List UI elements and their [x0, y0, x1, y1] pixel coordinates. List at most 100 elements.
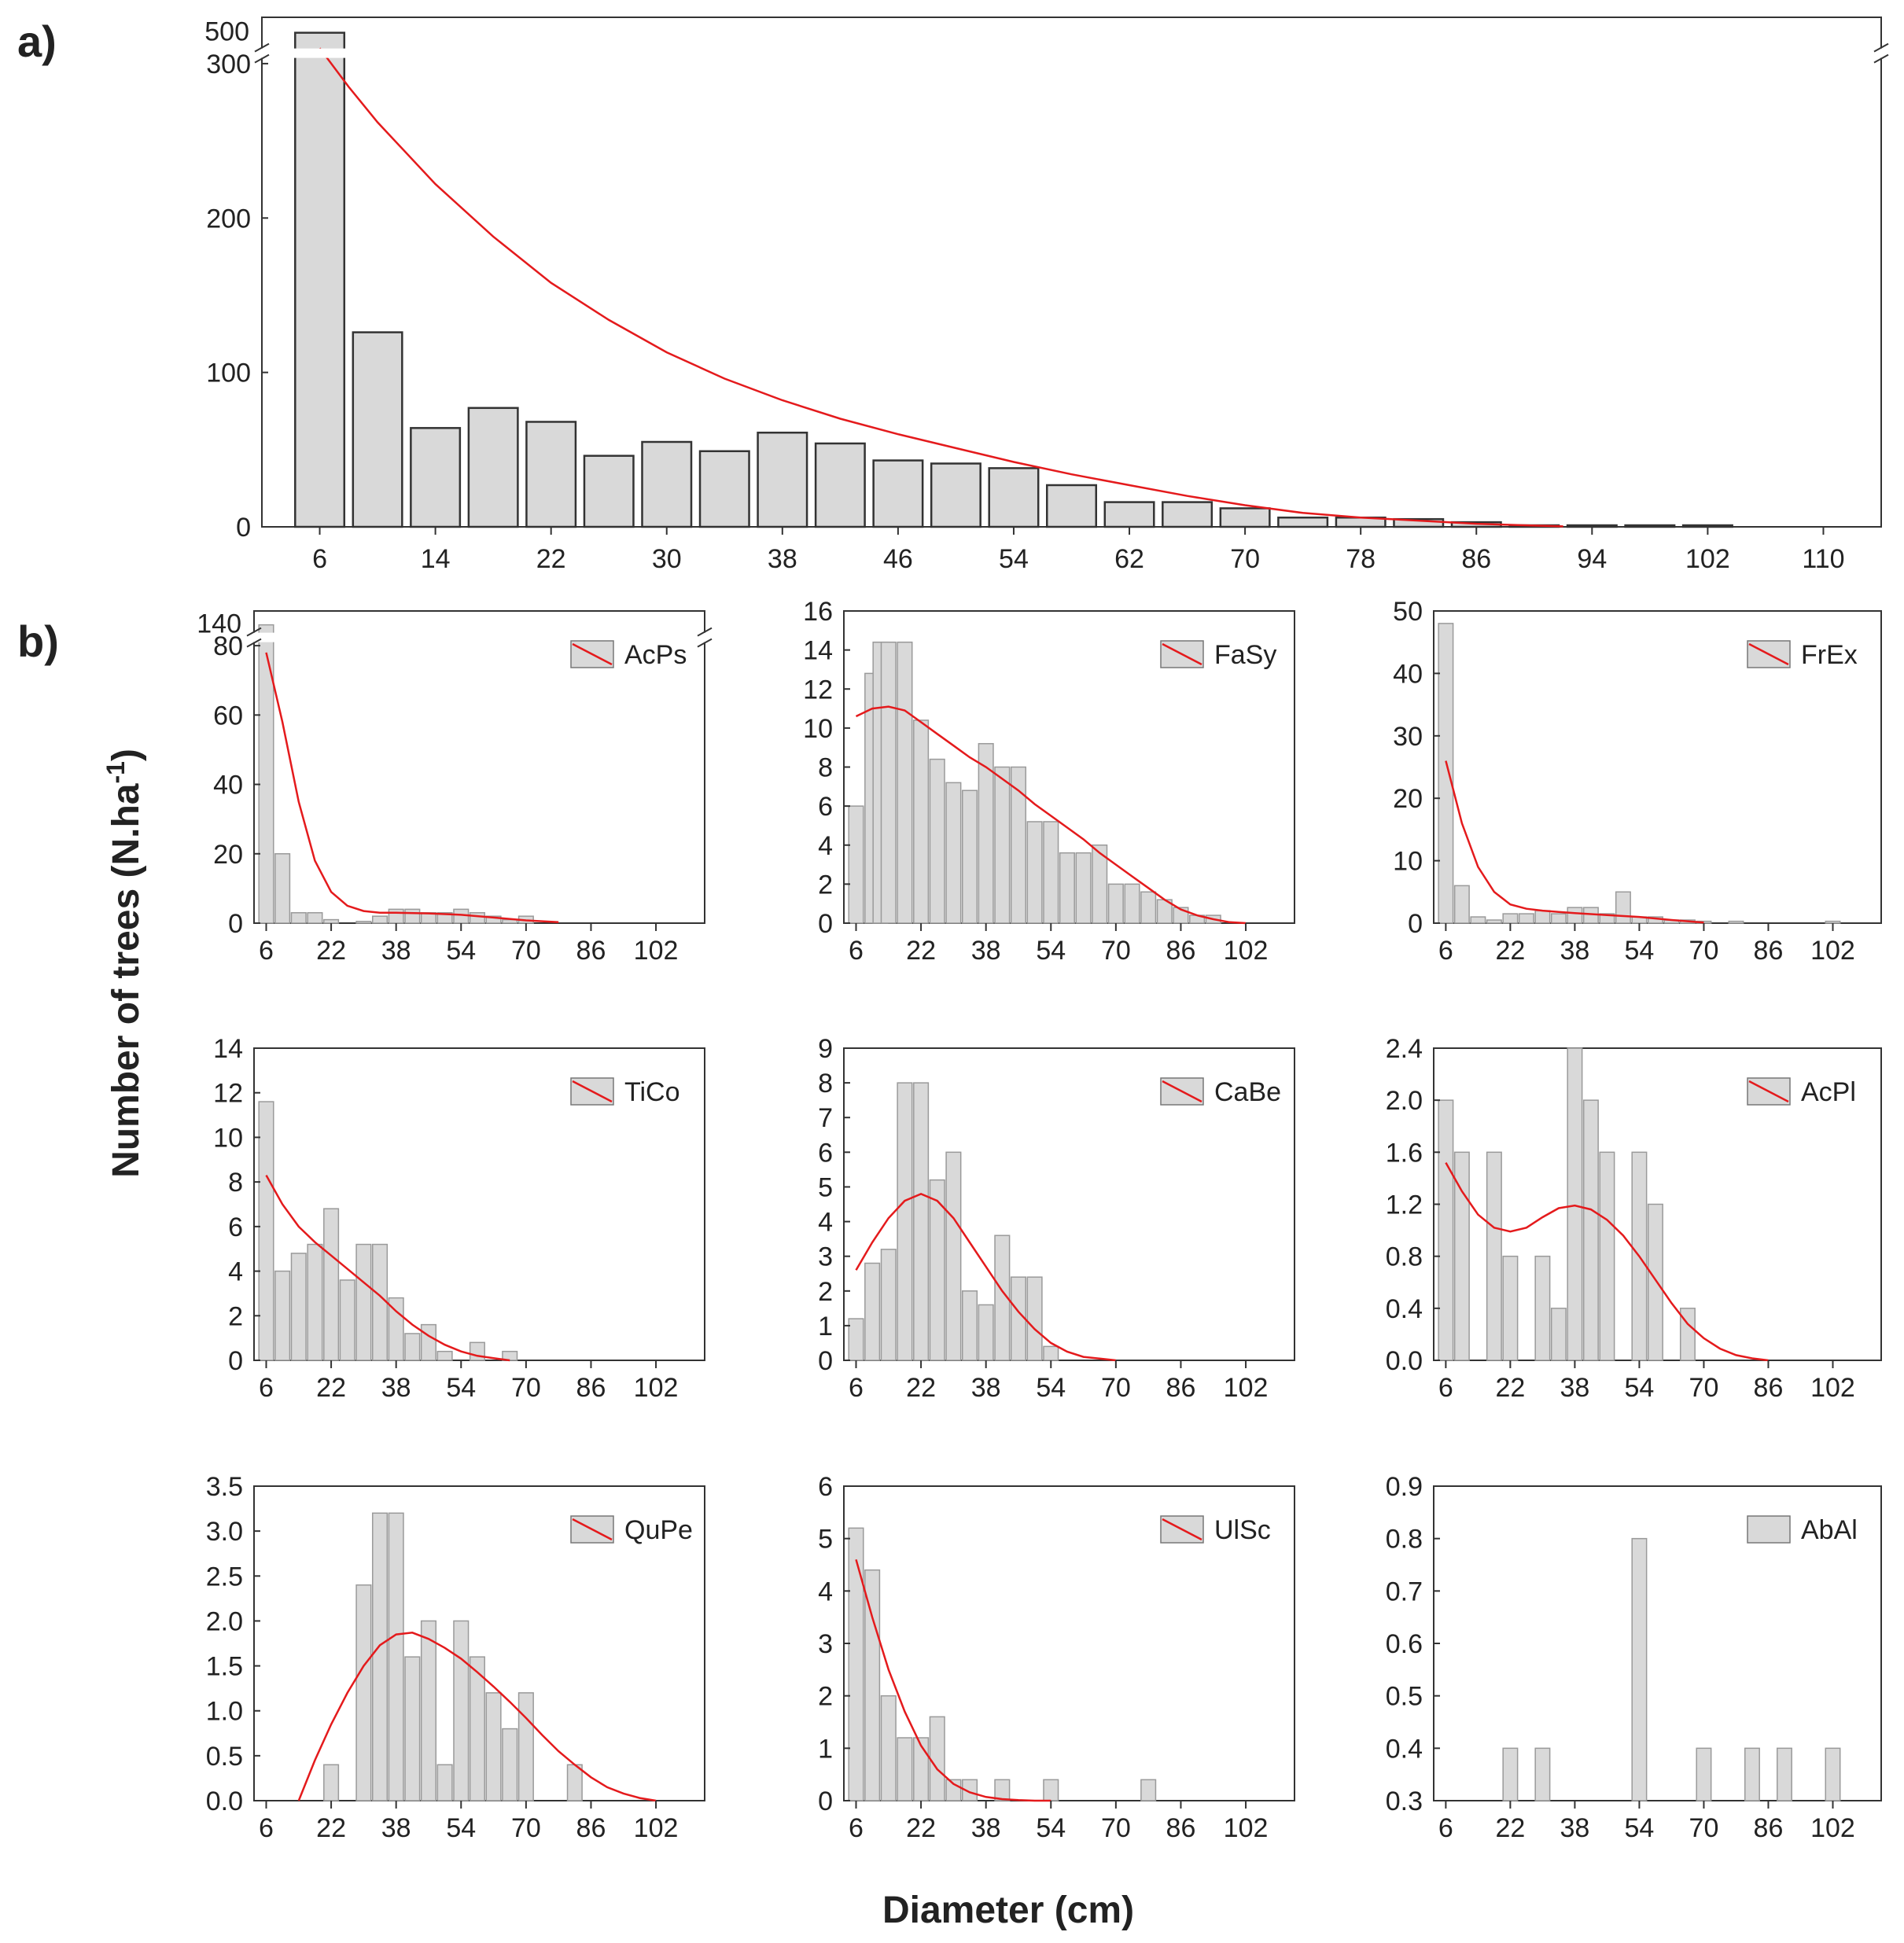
x-tick-label: 54	[446, 936, 476, 966]
chart-panel-UlSc: 0 1 2 3 4 5 6 6 22 38 54 70 86 102 UlSc	[818, 1472, 1295, 1843]
y-tick-label: 20	[213, 840, 243, 870]
bar	[1615, 891, 1631, 924]
legend-label: UlSc	[1214, 1515, 1271, 1545]
bar	[1502, 913, 1519, 924]
chart-panel-QuPe: 0.0 0.5 1.0 1.5 2.0 2.5 3.0 3.5 6 22 38 54 70 86 102 Qu…	[206, 1472, 705, 1843]
x-axis-title: Diameter (cm)	[882, 1890, 1134, 1931]
bar	[1124, 883, 1140, 924]
bar	[872, 459, 924, 528]
y-tick-label: 10	[1393, 847, 1423, 877]
x-tick-label: 102	[1224, 1813, 1269, 1843]
x-tick-label: 70	[1689, 1373, 1719, 1403]
y-tick-label: 0	[818, 1787, 833, 1816]
bar	[1567, 907, 1583, 924]
bar	[290, 1253, 307, 1361]
y-tick-label: 10	[803, 714, 833, 744]
panel-b-label: b)	[17, 616, 59, 666]
bar	[929, 758, 945, 924]
y-axis-title: Number of trees (N.ha-1)	[101, 749, 147, 1178]
y-tick-label: 50	[1393, 597, 1423, 627]
x-tick-label: 86	[576, 936, 606, 966]
bar	[994, 1779, 1011, 1801]
bar	[1825, 920, 1841, 924]
x-tick-label: 54	[999, 544, 1029, 574]
legend-label: TiCo	[624, 1077, 680, 1107]
y-break-label: 140	[197, 609, 241, 639]
bar	[897, 1082, 913, 1361]
y-tick-label: 4	[818, 831, 833, 861]
y-tick-label: 30	[1393, 722, 1423, 752]
bar	[848, 805, 864, 924]
bar	[1744, 1747, 1760, 1801]
bar	[469, 1341, 485, 1361]
x-tick-label: 86	[576, 1813, 606, 1843]
y-tick-label: 2	[818, 870, 833, 900]
x-tick-label: 86	[576, 1373, 606, 1403]
y-tick-label: 1.0	[206, 1697, 243, 1727]
y-tick-label: 2.0	[1386, 1086, 1423, 1116]
bar	[1092, 845, 1108, 924]
y-tick-label: 0	[228, 909, 243, 939]
y-tick-label: 4	[228, 1257, 243, 1287]
bar	[420, 1620, 437, 1801]
bar	[1534, 1255, 1551, 1361]
legend-line	[1748, 1080, 1789, 1103]
x-tick-label: 78	[1346, 544, 1376, 574]
y-tick-label: 2	[818, 1277, 833, 1307]
bar	[1103, 501, 1155, 528]
x-tick-label: 54	[1625, 936, 1655, 966]
y-tick-label: 14	[213, 1034, 243, 1064]
bar	[355, 921, 372, 924]
y-tick-label: 60	[213, 701, 243, 730]
bar	[945, 782, 962, 924]
bar	[502, 1728, 518, 1801]
x-tick-label: 86	[1166, 936, 1196, 966]
chart-panel-AcPs: 140 0 20 40 60 80 6 22 38 54 70 86 102 AcPs	[197, 609, 716, 966]
x-tick-label: 70	[511, 936, 541, 966]
legend-line	[572, 1518, 613, 1541]
x-tick-label: 38	[381, 1813, 411, 1843]
bar	[1550, 913, 1567, 924]
y-tick-label: 0	[236, 513, 251, 543]
bar	[1059, 852, 1075, 924]
bar	[355, 1243, 372, 1361]
chart-panel-FaSy: 0 2 4 6 8 10 12 14 16 6 22 38 54 70 86 102 FaSy	[803, 597, 1295, 966]
bar	[1728, 920, 1744, 924]
x-tick-label: 22	[316, 1813, 346, 1843]
y-tick-label: 3.5	[206, 1472, 243, 1502]
x-tick-label: 6	[1438, 936, 1453, 966]
bar	[1566, 524, 1618, 528]
bar	[1043, 821, 1059, 924]
y-tick-label: 0	[818, 1346, 833, 1376]
bar	[307, 912, 323, 924]
x-tick-label: 102	[634, 936, 679, 966]
bar	[453, 1620, 470, 1801]
x-tick-label: 70	[511, 1813, 541, 1843]
bar	[961, 789, 978, 924]
bar	[290, 912, 307, 924]
bar	[294, 31, 346, 528]
bar	[1075, 852, 1092, 924]
bar	[961, 1290, 978, 1361]
x-tick-label: 38	[971, 1813, 1001, 1843]
y-tick-label: 0.3	[1386, 1787, 1423, 1816]
y-tick-label: 6	[818, 1138, 833, 1168]
y-tick-label: 40	[213, 771, 243, 800]
bar	[274, 853, 291, 924]
x-tick-label: 102	[1810, 1373, 1855, 1403]
y-tick-label: 1.2	[1386, 1190, 1423, 1220]
x-tick-label: 38	[381, 1373, 411, 1403]
fit-curve	[297, 1632, 657, 1802]
x-tick-label: 54	[1036, 1813, 1066, 1843]
bar	[1486, 919, 1502, 924]
y-tick-label: 0.9	[1386, 1472, 1423, 1502]
bar	[1107, 883, 1124, 924]
bar	[1140, 891, 1157, 924]
bar	[436, 1764, 453, 1801]
x-tick-label: 38	[1560, 936, 1590, 966]
x-tick-label: 70	[1689, 936, 1719, 966]
x-tick-label: 38	[1560, 1373, 1590, 1403]
x-tick-label: 6	[259, 936, 274, 966]
bar	[1776, 1747, 1792, 1801]
